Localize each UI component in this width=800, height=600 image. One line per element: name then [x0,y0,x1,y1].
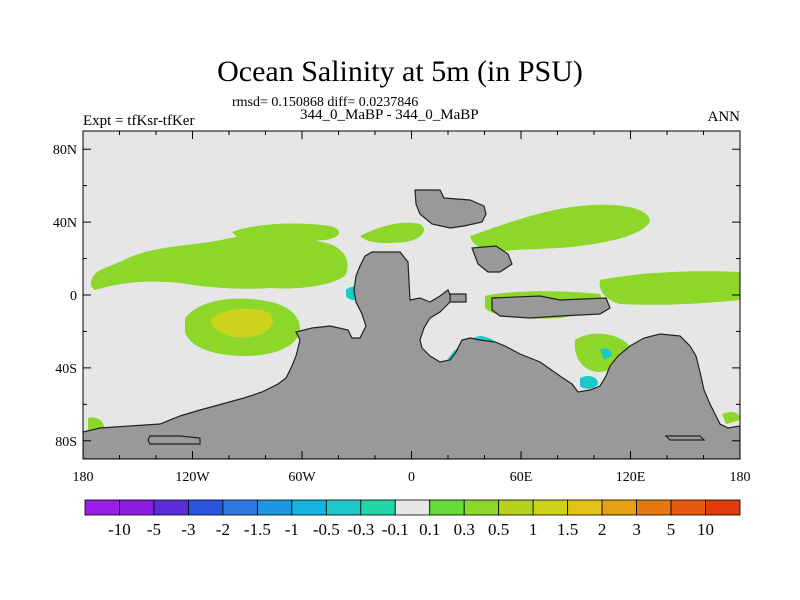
southeast-antarctic-patch [664,435,706,441]
north-atlantic-positive-band [360,222,425,244]
colorbar-label: 1.5 [557,520,578,539]
colorbar-label: -10 [108,520,131,539]
experiment-label: Expt = tfKsr-tfKer [83,113,195,129]
colorbar-label: 0.5 [488,520,509,539]
x-tick-label: 120W [175,470,210,485]
y-tick-label: 0 [70,289,77,304]
colorbar-swatch [601,499,637,516]
colorbar-swatch [360,499,396,516]
southern-ocean-positive-bit-west [88,417,104,430]
stats-text: rmsd= 0.150868 diff= 0.0237846 [232,95,419,110]
pacific-equatorial-positive-band [90,235,348,290]
colorbar-swatch [567,499,603,516]
colorbar-label: -1.5 [244,520,271,539]
map-area [83,131,740,459]
ross-sea-land-strip [147,435,201,445]
axis-layer: 180 120W 60W 0 60E 120E 180 80N 40N 0 40S 80S [53,131,751,485]
colorbar-swatch [84,499,120,516]
east-indian-negative-patch [580,376,598,389]
x-tick-label: 60E [510,470,533,485]
west-pacific-positive-band [599,271,740,305]
plot-subtitle: 344_0_MaBP - 344_0_MaBP [300,107,479,123]
colorbar-label: -0.3 [347,520,374,539]
southern-ocean-positive-bit-east [722,412,740,424]
colorbar-swatch [394,499,431,516]
colorbar-label: -0.5 [313,520,340,539]
colorbar-swatch [119,499,155,516]
x-tick-label: 60W [288,470,316,485]
small-equatorial-island [449,293,467,303]
y-tick-label: 40S [55,362,77,377]
north-atlantic-island-block [414,189,487,229]
x-tick-label: 180 [730,470,751,485]
colorbar: -10 -5 -3 -2 -1.5 -1 -0.5 -0.3 -0.1 0.1 0.3 0.5 1 1.5… [84,499,741,539]
plot-title: Ocean Salinity at 5m (in PSU) [217,55,583,88]
colorbar-swatch [705,499,741,516]
colorbar-swatch [532,499,569,516]
colorbar-label: 5 [667,520,676,539]
colorbar-swatch [256,499,293,516]
colorbar-swatch [325,499,362,516]
colorbar-swatch [498,499,534,516]
colorbar-swatch [153,499,189,516]
y-tick-label: 80S [55,435,77,450]
colorbar-swatch [670,499,706,516]
colorbar-label: 10 [697,520,714,539]
colorbar-label: -0.1 [382,520,409,539]
southeast-indian-negative-patch [600,348,612,360]
colorbar-swatch [636,499,672,516]
americas-landmass [83,251,740,459]
colorbar-label: -1 [285,520,299,539]
colorbar-swatch [429,499,465,516]
x-tick-label: 180 [73,470,94,485]
southeast-pacific-strong-positive-core [210,308,273,338]
x-tick-label: 120E [616,470,646,485]
y-tick-label: 40N [53,216,77,231]
colorbar-swatch [463,499,500,516]
colorbar-swatch [188,499,224,516]
colorbar-label: 3 [632,520,641,539]
north-pacific-positive-strip [232,223,340,241]
colorbar-label: -2 [216,520,230,539]
colorbar-label: 0.1 [419,520,440,539]
colorbar-swatch [222,499,258,516]
y-tick-label: 80N [53,143,77,158]
colorbar-label: 0.3 [454,520,475,539]
arabian-peninsula-block [471,245,513,273]
colorbar-label: 2 [598,520,607,539]
colorbar-label: -3 [181,520,195,539]
land-masses [83,189,740,459]
colorbar-label: 1 [529,520,538,539]
north-indian-positive-band [470,204,650,252]
colorbar-label: -5 [147,520,161,539]
season-label: ANN [707,109,741,125]
maritime-continent-block [491,295,611,319]
x-tick-label: 0 [408,470,415,485]
colorbar-swatch [291,499,327,516]
